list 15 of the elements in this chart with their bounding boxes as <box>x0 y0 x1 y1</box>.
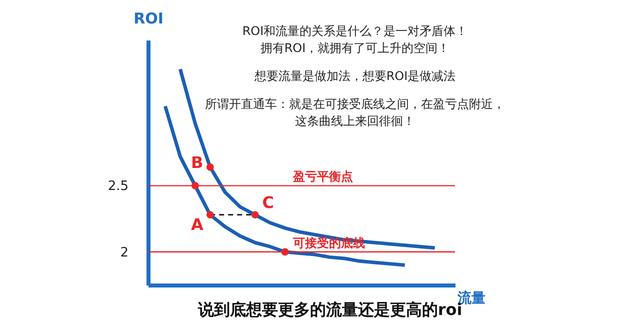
annotation: 拥有ROI，就拥有了可上升的空间！ <box>260 41 450 55</box>
text: ROI和流量的关系是什么？是一对矛盾体！ <box>242 24 468 38</box>
annotation: 想要流量是做加法，想要ROI是做减法 <box>253 69 456 83</box>
point <box>206 211 214 219</box>
annotation: 所谓开直通车：就是在可接受底线之间，在盈亏点附近， <box>205 97 505 111</box>
y-tick-label: 2 <box>120 245 128 260</box>
data-label: A <box>190 214 204 234</box>
data-label: B <box>191 153 204 172</box>
ref-line-label: 盈亏平衡点 <box>292 170 354 184</box>
annotation: 这条曲线上来回徘徊！ <box>295 114 415 128</box>
data-label: C <box>262 192 274 212</box>
point <box>251 211 259 219</box>
point <box>206 163 214 171</box>
y-tick-label: 2.5 <box>108 179 128 194</box>
y-axis-title: ROI <box>134 10 164 28</box>
